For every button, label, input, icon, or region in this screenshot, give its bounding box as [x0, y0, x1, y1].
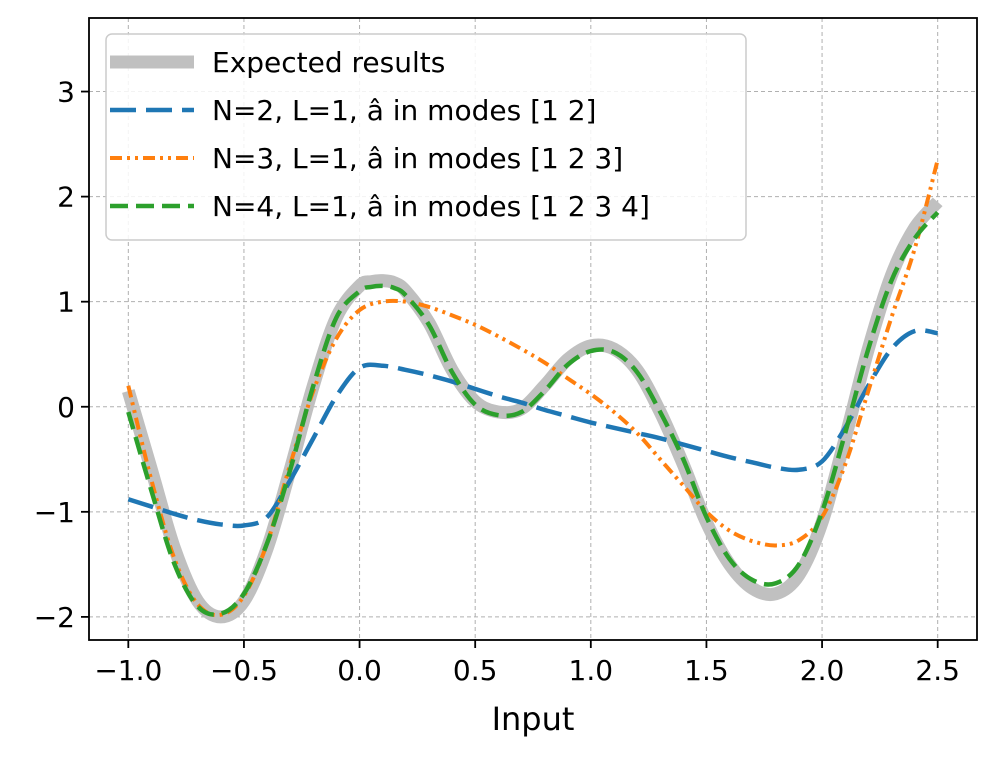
x-tick-label: 1.5	[684, 654, 729, 687]
y-tick-label: −2	[34, 601, 75, 634]
y-tick-label: 2	[57, 181, 75, 214]
plot-frame	[88, 17, 978, 641]
series-line-2	[127, 328, 939, 529]
legend-label: N=2, L=1, â in modes [1 2]	[212, 94, 596, 127]
y-tick-label: 3	[57, 76, 75, 109]
y-tick-label: 0	[57, 391, 75, 424]
legend: Expected results N=2, L=1, â in modes [1 …	[105, 33, 747, 241]
legend-label: N=3, L=1, â in modes [1 2 3]	[212, 142, 623, 175]
legend-label: N=4, L=1, â in modes [1 2 3 4]	[212, 190, 650, 223]
x-axis-label: Input	[492, 700, 575, 738]
series-line-4	[126, 210, 940, 617]
x-tick-label: 1.0	[569, 654, 614, 687]
series-lines	[122, 159, 943, 624]
series-line-1	[122, 197, 943, 624]
legend-label: Expected results	[212, 46, 445, 79]
x-tick-label: 0.0	[337, 654, 382, 687]
legend-entry-1: Expected results	[110, 46, 445, 79]
legend-box	[105, 33, 747, 241]
axis-ticks: −1.0 −0.5 0.0 0.5 1.0 1.5 2.0 2.5 −2 −1 0 1 2 3	[34, 76, 960, 687]
x-tick-label: −0.5	[210, 654, 278, 687]
x-tick-label: 0.5	[453, 654, 498, 687]
legend-entry-4: N=4, L=1, â in modes [1 2 3 4]	[110, 190, 650, 223]
y-tick-label: −1	[34, 496, 75, 529]
x-tick-label: 2.0	[800, 654, 845, 687]
x-tick-label: 2.5	[915, 654, 960, 687]
legend-entry-3: N=3, L=1, â in modes [1 2 3]	[110, 142, 623, 175]
x-tick-label: −1.0	[94, 654, 162, 687]
y-tick-label: 1	[57, 286, 75, 319]
legend-entry-2: N=2, L=1, â in modes [1 2]	[110, 94, 596, 127]
